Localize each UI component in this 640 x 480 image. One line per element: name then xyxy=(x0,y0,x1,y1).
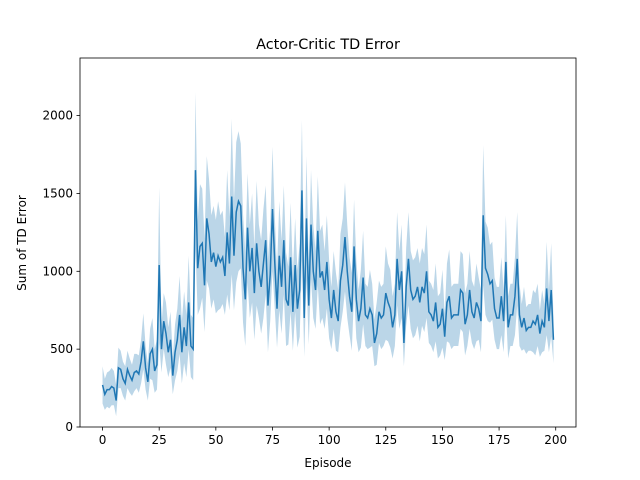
y-tick-label: 1000 xyxy=(42,264,73,278)
x-tick-label: 50 xyxy=(208,433,223,447)
y-tick-label: 2000 xyxy=(42,109,73,123)
x-tick-label: 200 xyxy=(544,433,567,447)
x-tick-label: 75 xyxy=(265,433,280,447)
x-tick-label: 100 xyxy=(318,433,341,447)
x-axis-label: Episode xyxy=(304,456,351,470)
error-band xyxy=(102,92,554,417)
y-tick-label: 500 xyxy=(50,342,73,356)
x-tick-label: 0 xyxy=(99,433,107,447)
line xyxy=(101,170,555,401)
y-tick-label: 1500 xyxy=(42,186,73,200)
y-axis-label: Sum of TD Error xyxy=(15,195,29,291)
chart-title: Actor-Critic TD Error xyxy=(256,37,400,53)
x-tick-label: 175 xyxy=(488,433,511,447)
plot-frame xyxy=(79,57,577,428)
x-tick-label: 25 xyxy=(152,433,167,447)
x-tick-label: 150 xyxy=(431,433,454,447)
y-tick-label: 0 xyxy=(65,420,73,434)
x-tick-label: 125 xyxy=(374,433,397,447)
